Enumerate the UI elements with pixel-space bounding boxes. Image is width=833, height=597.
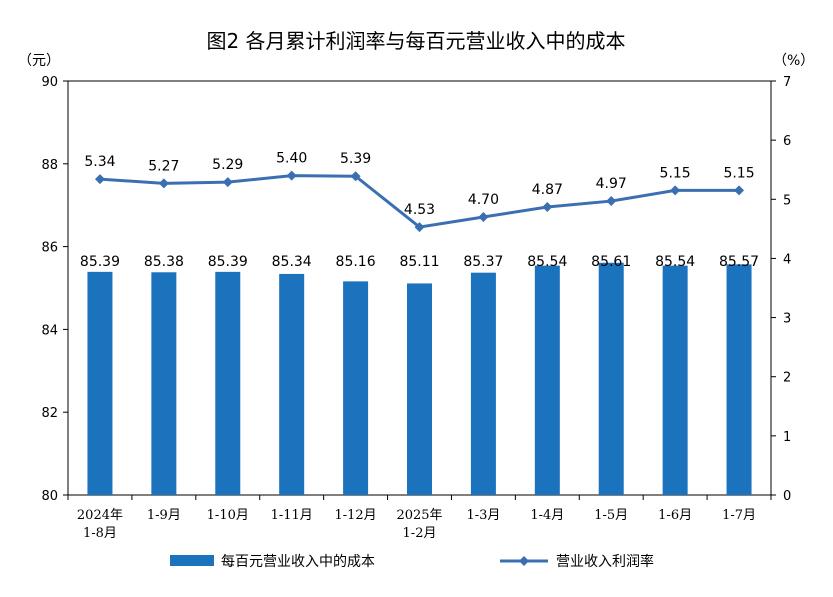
x-tick-label: 1-9月 (147, 508, 181, 523)
bar (470, 272, 496, 495)
line-point-marker (158, 178, 169, 189)
right-tick-label: 7 (783, 75, 791, 90)
bar (343, 281, 369, 495)
line-point-marker (414, 222, 425, 233)
x-tick-label: 1-10月 (207, 508, 249, 523)
bar (598, 262, 624, 495)
line-point-marker (286, 170, 297, 181)
x-tick-label: 1-3月 (466, 508, 500, 523)
bar-data-label: 85.16 (336, 254, 376, 270)
bar (407, 283, 432, 495)
bar-data-label: 85.57 (719, 254, 759, 270)
x-tick-label: 1-2月 (403, 526, 437, 541)
left-tick-label: 86 (41, 241, 58, 256)
right-axis: 0 1 2 3 4 5 6 7 (771, 75, 791, 504)
line-data-label: 5.27 (148, 158, 179, 174)
line-point-marker (478, 212, 489, 223)
line-data-label: 4.53 (404, 202, 435, 218)
x-tick-label: 1-8月 (83, 526, 117, 541)
x-tick-label: 1-12月 (334, 508, 376, 523)
line-data-label: 4.70 (468, 192, 499, 208)
bar (726, 264, 752, 495)
line-point-marker (542, 201, 553, 212)
bar-data-label: 85.34 (272, 254, 312, 270)
x-tick-label: 1-6月 (658, 508, 692, 523)
x-tick-label: 1-4月 (530, 508, 564, 523)
right-tick-label: 4 (783, 252, 791, 267)
left-tick-label: 88 (41, 158, 58, 173)
bar-data-labels: 85.39 85.38 85.39 85.34 85.16 85.11 85.37 85.54… (80, 254, 759, 270)
x-axis: 2024年 1-8月 1-9月 1-10月 1-11月 1-12月 2025年 1-2月 1-3… (67, 495, 772, 541)
bar-data-label: 85.54 (527, 254, 567, 270)
line-point-marker (606, 196, 617, 207)
line-data-label: 5.39 (340, 151, 371, 167)
legend-bar-label: 每百元营业收入中的成本 (221, 554, 375, 570)
left-tick-label: 80 (41, 489, 58, 504)
x-tick-label: 1-7月 (722, 508, 756, 523)
line-data-label: 5.40 (276, 151, 307, 167)
line-data-label: 5.15 (723, 165, 754, 181)
x-tick-label: 2025年 (396, 508, 442, 523)
bar-series (87, 262, 752, 495)
bar (662, 265, 688, 495)
bar-data-label: 85.39 (208, 254, 248, 270)
line-data-label: 4.87 (532, 182, 563, 198)
line-point-marker (222, 177, 233, 188)
x-tick-label: 1-11月 (271, 508, 313, 523)
legend-line-marker (519, 556, 529, 566)
line-series (94, 170, 745, 233)
line-point-marker (670, 185, 681, 196)
bar-data-label: 85.11 (399, 254, 439, 270)
bar (151, 272, 177, 495)
legend: 每百元营业收入中的成本 营业收入利润率 (170, 553, 654, 570)
line-point-marker (94, 174, 105, 185)
bar-data-label: 85.54 (655, 254, 695, 270)
left-tick-label: 82 (41, 406, 58, 421)
bar (534, 265, 560, 495)
bar-data-label: 85.38 (144, 254, 184, 270)
right-tick-label: 1 (783, 430, 791, 445)
x-tick-label: 2024年 (77, 508, 123, 523)
line-point-marker (734, 185, 745, 196)
left-tick-label: 84 (41, 323, 58, 338)
left-tick-label: 90 (41, 75, 58, 90)
left-axis: 80 82 84 86 88 90 (41, 75, 68, 504)
x-tick-label: 1-5月 (594, 508, 628, 523)
bar-data-label: 85.61 (591, 254, 631, 270)
right-tick-label: 0 (783, 489, 791, 504)
bar-data-label: 85.39 (80, 254, 120, 270)
line-data-label: 5.34 (84, 154, 115, 170)
bar (279, 273, 305, 495)
right-tick-label: 5 (783, 193, 791, 208)
right-axis-unit: （%） (773, 53, 814, 69)
bar (215, 271, 241, 495)
line-data-label: 5.15 (660, 165, 691, 181)
left-axis-unit: （元） (18, 53, 60, 69)
right-tick-label: 2 (783, 371, 791, 386)
line-data-label: 4.97 (596, 176, 627, 192)
right-tick-label: 6 (783, 134, 791, 149)
bar-data-label: 85.37 (463, 254, 503, 270)
legend-bar-swatch (170, 555, 214, 566)
line-data-labels: 5.34 5.27 5.29 5.40 5.39 4.53 4.70 4.87 4.97 5.15… (84, 151, 754, 218)
line-point-marker (350, 171, 361, 182)
bar (87, 271, 113, 495)
legend-line-label: 营业收入利润率 (556, 553, 654, 570)
right-tick-label: 3 (783, 312, 791, 327)
line-data-label: 5.29 (212, 157, 243, 173)
chart-title: 图2 各月累计利润率与每百元营业收入中的成本 (206, 29, 625, 53)
